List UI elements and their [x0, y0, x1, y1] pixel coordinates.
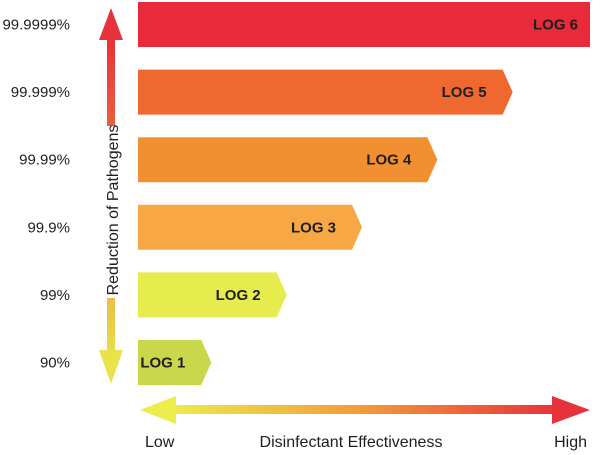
bar-label-log-1: LOG 1 — [140, 355, 185, 372]
bar-log-6 — [138, 2, 590, 47]
y-tick-label: 99.9% — [27, 219, 70, 236]
bar-label-log-3: LOG 3 — [291, 219, 336, 236]
bars-group: LOG 1 LOG 2 LOG 3 LOG 4 LOG 5 LOG 6 — [138, 2, 590, 385]
x-axis-high-label: High — [554, 434, 587, 451]
bar-log-3 — [138, 204, 362, 250]
x-axis-low-label: Low — [145, 434, 175, 451]
bar-label-log-2: LOG 2 — [216, 287, 261, 304]
bar-log-1 — [138, 340, 212, 385]
y-axis-arrow — [98, 8, 124, 384]
bar-label-log-4: LOG 4 — [366, 152, 412, 169]
y-tick-label: 99.9999% — [2, 17, 70, 34]
y-axis-label: Reduction of Pathogens — [105, 125, 122, 296]
bar-log-5 — [138, 69, 513, 115]
y-tick-label: 99.999% — [11, 84, 70, 101]
x-axis-arrow — [140, 396, 590, 424]
bar-log-2 — [138, 272, 287, 318]
bar-label-log-5: LOG 5 — [442, 84, 487, 101]
y-tick-label: 99% — [40, 287, 70, 304]
y-tick-labels: 90% 99% 99.9% 99.99% 99.999% 99.9999% — [2, 17, 70, 372]
bar-log-4 — [138, 137, 438, 183]
y-tick-label: 90% — [40, 355, 70, 372]
x-axis-label: Disinfectant Effectiveness — [260, 434, 443, 451]
bar-label-log-6: LOG 6 — [533, 17, 578, 34]
y-tick-label: 99.99% — [19, 152, 70, 169]
